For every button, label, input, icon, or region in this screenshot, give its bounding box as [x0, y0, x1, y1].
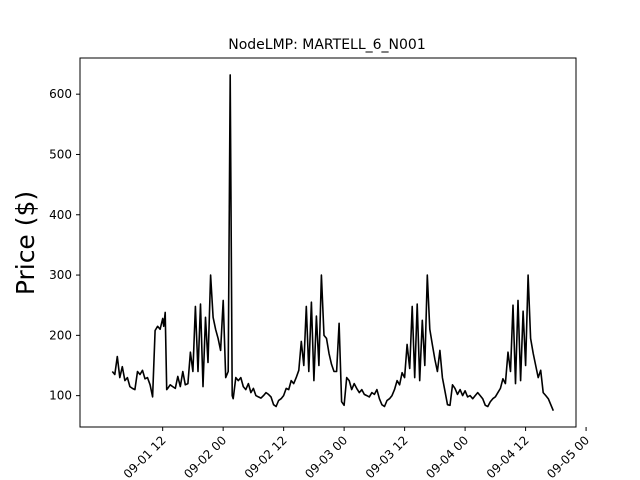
y-tick-label: 100	[49, 389, 72, 403]
x-tick-label: 09-04 12	[484, 433, 532, 480]
y-tick-label: 200	[49, 328, 72, 342]
y-axis: 100 200 300 400 500 600	[49, 87, 80, 403]
x-axis: 09-01 12 09-02 00 09-02 12 09-03 00 09-03 12…	[121, 427, 592, 480]
chart-title: NodeLMP: MARTELL_6_N001	[228, 37, 426, 53]
y-tick-label: 400	[49, 208, 72, 222]
y-tick-label: 600	[49, 87, 72, 101]
x-tick-label: 09-01 12	[121, 433, 169, 480]
y-tick-label: 500	[49, 147, 72, 161]
series-line	[111, 74, 555, 412]
x-tick-label: 09-03 12	[363, 433, 411, 480]
x-tick-label: 09-02 00	[181, 433, 229, 480]
x-tick-label: 09-05 00	[544, 433, 592, 480]
y-tick-label: 300	[49, 268, 72, 282]
x-tick-label: 09-03 00	[302, 433, 350, 480]
plot-frame	[79, 57, 577, 428]
x-tick-label: 09-04 00	[423, 433, 471, 480]
plot-area	[111, 74, 555, 412]
x-tick-label: 09-02 12	[242, 433, 290, 480]
y-axis-label: Price ($)	[11, 191, 40, 295]
